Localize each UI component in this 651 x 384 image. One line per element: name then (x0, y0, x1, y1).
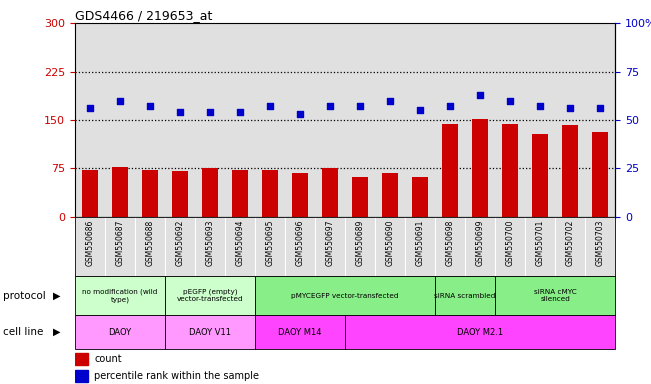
Point (475, 92, 485, 98)
Bar (75, 276, 165, 315)
Bar (255, 276, 435, 315)
Text: no modification (wild
type): no modification (wild type) (82, 289, 158, 303)
Text: GSM550695: GSM550695 (266, 220, 275, 266)
Bar (75, 315, 165, 349)
Text: GSM550703: GSM550703 (596, 220, 605, 266)
Bar (165, 315, 255, 349)
Point (325, 103, 335, 109)
Point (85, 105, 95, 111)
Bar (255, 315, 345, 349)
Text: GSM550700: GSM550700 (506, 220, 515, 266)
Text: DAOY M2.1: DAOY M2.1 (457, 328, 503, 337)
Text: GDS4466 / 219653_at: GDS4466 / 219653_at (75, 9, 212, 22)
Text: GSM550696: GSM550696 (296, 220, 305, 266)
Text: GSM550698: GSM550698 (445, 220, 454, 266)
Point (174, 109, 185, 115)
Bar (292, 173, 309, 217)
Bar (472, 119, 488, 217)
Text: GSM550692: GSM550692 (175, 220, 184, 266)
Bar (435, 276, 495, 315)
Text: DAOY M14: DAOY M14 (278, 328, 322, 337)
Bar (262, 170, 278, 217)
Text: cell line: cell line (3, 327, 44, 337)
Text: GSM550689: GSM550689 (355, 220, 365, 266)
Text: GSM550701: GSM550701 (536, 220, 545, 266)
Bar (442, 124, 458, 217)
Text: siRNA cMYC
silenced: siRNA cMYC silenced (534, 289, 577, 302)
Point (565, 105, 575, 111)
Bar (202, 169, 218, 217)
Bar (322, 169, 339, 217)
Text: GSM550688: GSM550688 (145, 220, 154, 266)
Bar (381, 173, 398, 217)
Text: siRNA scrambled: siRNA scrambled (434, 293, 496, 299)
Bar (345, 315, 615, 349)
Point (445, 103, 455, 109)
Bar (502, 124, 518, 217)
Point (145, 103, 155, 109)
Bar (412, 177, 428, 217)
Text: GSM550690: GSM550690 (385, 220, 395, 266)
Text: GSM550693: GSM550693 (206, 220, 214, 266)
Bar (142, 170, 158, 217)
Bar (532, 134, 548, 217)
Point (204, 109, 215, 115)
Text: count: count (94, 354, 122, 364)
Point (415, 107, 425, 113)
Point (355, 103, 365, 109)
Text: GSM550686: GSM550686 (85, 220, 94, 266)
Text: pMYCEGFP vector-transfected: pMYCEGFP vector-transfected (291, 293, 399, 299)
Bar (232, 170, 248, 217)
Bar (75, 370, 88, 382)
Text: GSM550687: GSM550687 (115, 220, 124, 266)
Bar (75, 353, 88, 365)
Point (115, 98, 125, 104)
Text: DAOY: DAOY (108, 328, 132, 337)
Point (295, 111, 305, 117)
Text: GSM550697: GSM550697 (326, 220, 335, 266)
Text: DAOY V11: DAOY V11 (189, 328, 231, 337)
Text: ▶: ▶ (53, 327, 61, 337)
Point (535, 103, 546, 109)
Bar (592, 132, 609, 217)
Point (505, 98, 516, 104)
Bar (172, 171, 188, 217)
Text: GSM550694: GSM550694 (236, 220, 245, 266)
Text: pEGFP (empty)
vector-transfected: pEGFP (empty) vector-transfected (176, 289, 243, 303)
Bar (352, 177, 368, 217)
Point (235, 109, 245, 115)
Bar (495, 276, 615, 315)
Text: percentile rank within the sample: percentile rank within the sample (94, 371, 259, 381)
Bar (165, 276, 255, 315)
Text: ▶: ▶ (53, 291, 61, 301)
Point (595, 105, 605, 111)
Text: protocol: protocol (3, 291, 46, 301)
Bar (562, 124, 579, 217)
Bar (81, 170, 98, 217)
Bar (111, 167, 128, 217)
Text: GSM550691: GSM550691 (415, 220, 424, 266)
Point (385, 98, 395, 104)
Text: GSM550702: GSM550702 (566, 220, 575, 266)
Text: GSM550699: GSM550699 (476, 220, 484, 266)
Point (265, 103, 275, 109)
